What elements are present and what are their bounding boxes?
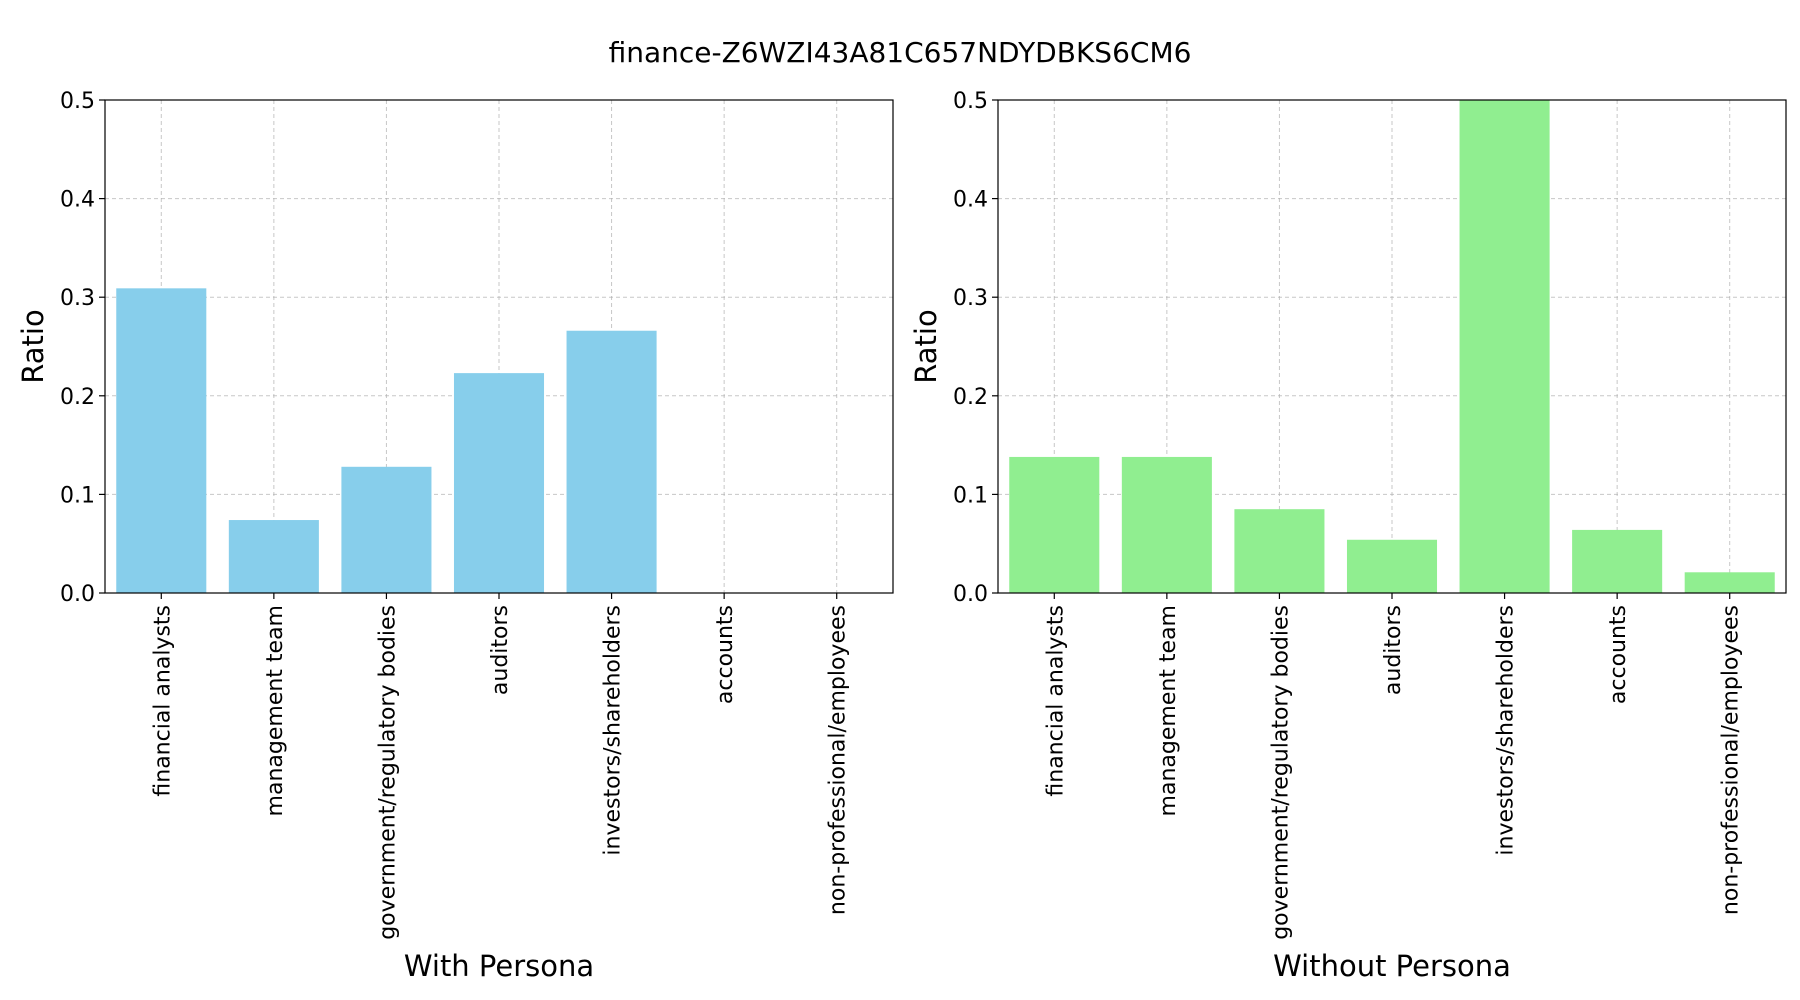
bar-financial-analysts bbox=[116, 288, 207, 593]
bar-auditors bbox=[453, 373, 545, 593]
x-tick-label: government/regulatory bodies bbox=[1268, 605, 1293, 940]
bar-auditors bbox=[1346, 539, 1438, 593]
bar-investors-shareholders bbox=[566, 330, 657, 593]
x-tick-label: government/regulatory bodies bbox=[375, 605, 400, 940]
x-tick-label: management team bbox=[263, 605, 288, 816]
y-tick-label: 0.0 bbox=[60, 582, 95, 607]
figure-title: finance-Z6WZI43A81C657NDYDBKS6CM6 bbox=[609, 36, 1192, 69]
y-tick-label: 0.1 bbox=[60, 483, 95, 508]
x-tick-label: accounts bbox=[1606, 605, 1631, 704]
y-axis-label: Ratio bbox=[16, 309, 50, 383]
y-tick-label: 0.0 bbox=[953, 582, 988, 607]
y-tick-label: 0.5 bbox=[60, 89, 95, 114]
y-tick-label: 0.2 bbox=[60, 385, 95, 410]
x-tick-label: non-professional/employees bbox=[826, 605, 851, 915]
x-axis-label: Without Persona bbox=[1273, 949, 1511, 983]
y-tick-label: 0.3 bbox=[953, 286, 988, 311]
bar-government-regulatory-bodies bbox=[1234, 509, 1325, 593]
bar-management-team bbox=[1121, 456, 1212, 593]
x-axis-label: With Persona bbox=[404, 949, 594, 983]
x-tick-label: financial analysts bbox=[150, 605, 175, 797]
bar-government-regulatory-bodies bbox=[341, 466, 432, 593]
bar-accounts bbox=[1572, 529, 1663, 593]
x-tick-label: accounts bbox=[713, 605, 738, 704]
bar-management-team bbox=[228, 520, 319, 593]
x-tick-label: auditors bbox=[488, 605, 513, 695]
y-tick-label: 0.4 bbox=[60, 188, 95, 213]
y-tick-label: 0.2 bbox=[953, 385, 988, 410]
y-tick-label: 0.3 bbox=[60, 286, 95, 311]
bar-investors-shareholders bbox=[1459, 100, 1550, 593]
x-tick-label: investors/shareholders bbox=[601, 605, 626, 856]
y-tick-label: 0.5 bbox=[953, 89, 988, 114]
y-tick-label: 0.1 bbox=[953, 483, 988, 508]
y-tick-label: 0.4 bbox=[953, 188, 988, 213]
x-tick-label: investors/shareholders bbox=[1494, 605, 1519, 856]
y-axis-label: Ratio bbox=[909, 309, 943, 383]
x-tick-label: non-professional/employees bbox=[1719, 605, 1744, 915]
x-tick-label: management team bbox=[1156, 605, 1181, 816]
x-tick-label: financial analysts bbox=[1043, 605, 1068, 797]
bar-financial-analysts bbox=[1009, 456, 1100, 593]
subplots: 0.0 0.1 0.2 0.3 0.4 0.5 financial analysts mana… bbox=[16, 89, 1787, 983]
subplot-2: 0.0 0.1 0.2 0.3 0.4 0.5 financial analysts mana… bbox=[909, 89, 1787, 983]
x-tick-label: auditors bbox=[1381, 605, 1406, 695]
bar-non-professional-employees bbox=[1684, 572, 1775, 593]
subplot-1: 0.0 0.1 0.2 0.3 0.4 0.5 financial analysts mana… bbox=[16, 89, 894, 983]
